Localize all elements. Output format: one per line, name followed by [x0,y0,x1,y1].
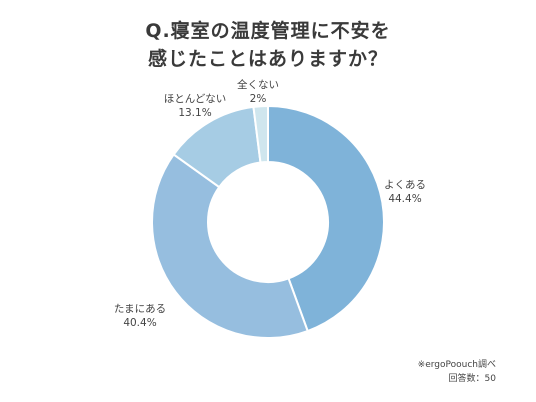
slice-label-never: 全くない [237,78,279,91]
slice-value-rarely: 13.1% [178,107,211,119]
respondents-note: 回答数：50 [448,374,496,384]
slice-sometimes [151,153,309,339]
slice-label-rarely: ほとんどない [164,93,226,105]
chart-title-line1: Q.寝室の温度管理に不安を [145,20,391,42]
source-note: ※ergoPoouch調べ [417,360,496,370]
slice-value-never: 2% [250,93,267,105]
slice-value-sometimes: 40.4% [123,317,156,329]
slice-value-often: 44.4% [388,193,421,205]
slice-label-sometimes: たまにある [114,303,166,315]
slice-never [252,104,269,164]
chart-title-line2: 感じたことはありますか？ [147,48,388,70]
slice-label-often: よくある [384,179,426,191]
slice-often [267,104,385,333]
